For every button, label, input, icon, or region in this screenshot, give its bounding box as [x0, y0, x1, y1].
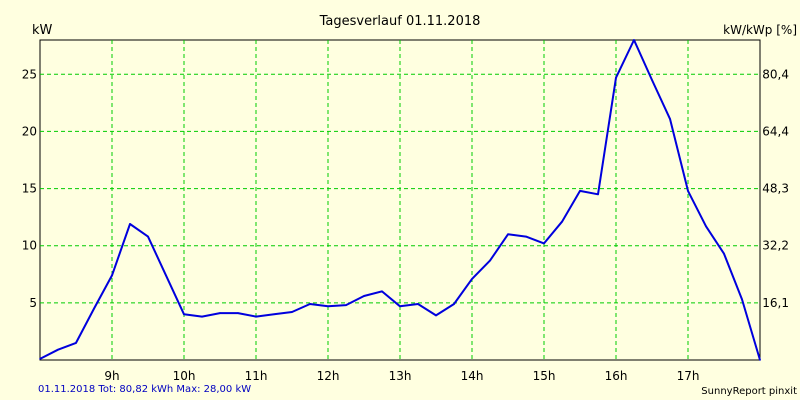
data-point — [417, 303, 419, 305]
data-point — [705, 225, 707, 228]
data-point — [633, 39, 635, 41]
y2-axis-ticks: 16,1 32,2 48,3 64,4 80,4 — [762, 67, 789, 310]
x-axis-ticks: 9h 10h 11h 12h 13h 14h 15h 16h 17h — [104, 369, 699, 383]
data-point — [759, 359, 761, 361]
data-point — [309, 303, 311, 305]
footer-brand: SunnyReport pinxit — [701, 386, 797, 397]
y2-tick-label: 80,4 — [762, 67, 789, 81]
right-axis-unit: kW/kWp [%] — [723, 23, 797, 37]
y2-tick-label: 16,1 — [762, 296, 789, 310]
data-point — [597, 193, 599, 196]
data-point — [129, 223, 131, 225]
x-tick-label: 12h — [317, 369, 340, 383]
data-point — [399, 305, 401, 308]
series-layer — [39, 39, 761, 361]
data-point — [183, 313, 185, 316]
y-tick-label: 10 — [22, 239, 37, 253]
data-point — [687, 190, 689, 192]
data-point — [39, 358, 41, 360]
data-point — [75, 342, 77, 344]
data-point — [651, 79, 653, 81]
y2-tick-label: 48,3 — [762, 182, 789, 196]
data-point — [363, 295, 365, 297]
y-tick-label: 15 — [22, 182, 37, 196]
data-point — [453, 303, 455, 305]
data-point — [525, 235, 527, 238]
data-point — [219, 312, 221, 314]
data-point — [345, 304, 347, 306]
footer-summary: 01.11.2018 Tot: 80,82 kWh Max: 28,00 kW — [38, 384, 251, 395]
data-point — [507, 233, 509, 236]
x-tick-label: 11h — [245, 369, 268, 383]
y-tick-label: 20 — [22, 124, 37, 138]
data-point — [201, 315, 203, 318]
x-tick-label: 16h — [605, 369, 628, 383]
data-point — [237, 312, 239, 314]
data-point — [273, 313, 275, 316]
data-point — [543, 242, 545, 245]
data-point — [111, 274, 113, 277]
data-point — [579, 190, 581, 192]
x-tick-label: 9h — [104, 369, 119, 383]
data-point — [561, 220, 563, 223]
data-point — [165, 274, 167, 277]
data-point — [147, 235, 149, 238]
x-tick-label: 13h — [389, 369, 412, 383]
plot-area — [39, 39, 761, 361]
y2-tick-label: 32,2 — [762, 239, 789, 253]
chart-title: Tagesverlauf 01.11.2018 — [319, 14, 481, 29]
data-point — [471, 278, 473, 280]
x-tick-label: 10h — [173, 369, 196, 383]
data-point — [255, 315, 257, 318]
y-tick-label: 25 — [22, 67, 37, 81]
x-tick-label: 14h — [461, 369, 484, 383]
data-point — [57, 348, 59, 351]
data-point — [489, 259, 491, 262]
x-tick-label: 15h — [533, 369, 556, 383]
data-point — [615, 76, 617, 79]
x-tick-label: 17h — [677, 369, 700, 383]
data-point — [669, 118, 671, 120]
data-point — [93, 307, 95, 310]
data-point — [435, 314, 437, 317]
data-point — [327, 305, 329, 308]
y-axis-ticks: 5 10 15 20 25 — [22, 67, 37, 310]
data-point — [381, 290, 383, 293]
data-point — [723, 252, 725, 255]
data-point — [291, 311, 293, 313]
left-axis-unit: kW — [32, 23, 53, 38]
y-tick-label: 5 — [29, 296, 37, 310]
data-point — [741, 298, 743, 301]
y2-tick-label: 64,4 — [762, 124, 789, 138]
